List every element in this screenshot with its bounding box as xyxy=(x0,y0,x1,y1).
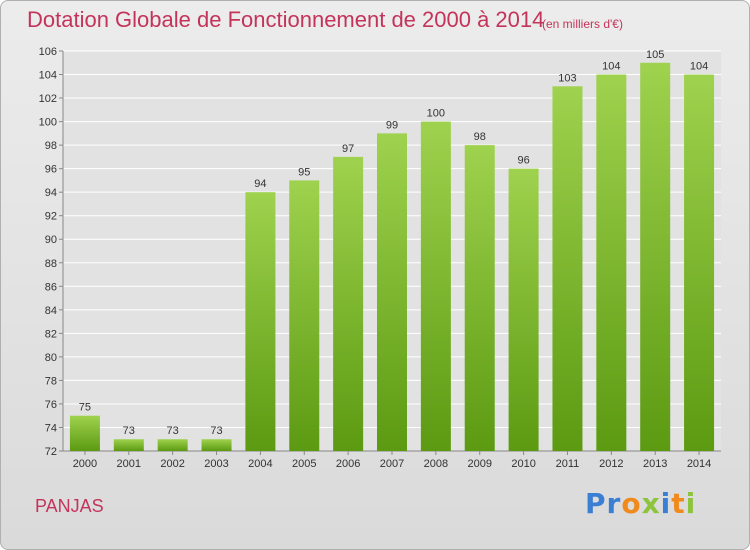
chart-unit-note: (en milliers d'€) xyxy=(542,17,623,31)
data-label-2007: 99 xyxy=(386,119,398,131)
x-tick-label-2011: 2011 xyxy=(556,458,580,470)
data-label-2013: 105 xyxy=(646,49,664,61)
data-label-2014: 104 xyxy=(690,61,708,73)
y-tick-label: 94 xyxy=(45,187,57,199)
bar-2006 xyxy=(333,156,364,451)
y-tick-label: 106 xyxy=(39,46,57,58)
bar-2004 xyxy=(245,192,276,452)
data-label-2012: 104 xyxy=(602,61,620,73)
data-label-2011: 103 xyxy=(558,72,576,84)
data-label-2003: 73 xyxy=(210,425,222,437)
y-tick-label: 80 xyxy=(45,352,57,364)
y-tick-label: 74 xyxy=(45,422,57,434)
bar-2010 xyxy=(508,168,539,451)
data-label-2002: 73 xyxy=(167,425,179,437)
plot-area: 72 74 76 78 80 82 84 86 88 90 92 94 96 98 100 102 104 106… xyxy=(39,46,721,470)
bar-2013 xyxy=(640,62,671,451)
bar-2003 xyxy=(201,439,232,451)
y-tick-label: 98 xyxy=(45,140,57,152)
bar-2002 xyxy=(157,439,188,451)
bar-2014 xyxy=(684,74,715,451)
x-tick-label-2002: 2002 xyxy=(160,458,184,470)
x-tick-label-2005: 2005 xyxy=(292,458,316,470)
x-tick-label-2009: 2009 xyxy=(467,458,491,470)
chart-title: Dotation Globale de Fonctionnement de 20… xyxy=(27,7,545,32)
data-label-2004: 94 xyxy=(254,178,266,190)
bar-2001 xyxy=(113,439,144,451)
bar-2005 xyxy=(289,180,320,452)
y-tick-label: 90 xyxy=(45,234,57,246)
data-label-2005: 95 xyxy=(298,166,310,178)
y-tick-label: 104 xyxy=(39,70,57,82)
y-tick-label: 88 xyxy=(45,258,57,270)
data-label-2008: 100 xyxy=(427,108,445,120)
y-tick-label: 102 xyxy=(39,93,57,105)
x-tick-label-2012: 2012 xyxy=(599,458,623,470)
y-tick-label: 92 xyxy=(45,211,57,223)
proxiti-logo: Proxiti xyxy=(585,487,697,520)
y-tick-label: 78 xyxy=(45,375,57,387)
y-tick-label: 72 xyxy=(45,446,57,458)
y-tick-label: 96 xyxy=(45,164,57,176)
y-tick-label: 82 xyxy=(45,328,57,340)
x-tick-label-2004: 2004 xyxy=(248,458,272,470)
bar-2011 xyxy=(552,86,583,451)
data-label-2000: 75 xyxy=(79,402,91,414)
bar-2009 xyxy=(464,145,495,451)
y-tick-label: 76 xyxy=(45,399,57,411)
y-tick-label: 100 xyxy=(39,117,57,129)
commune-name: PANJAS xyxy=(35,496,104,516)
x-tick-label-2007: 2007 xyxy=(380,458,404,470)
data-label-2010: 96 xyxy=(517,155,529,167)
bar-2007 xyxy=(377,133,407,451)
x-tick-label-2006: 2006 xyxy=(336,458,360,470)
x-tick-label-2000: 2000 xyxy=(73,458,97,470)
x-tick-label-2014: 2014 xyxy=(687,458,711,470)
bar-2000 xyxy=(69,415,100,451)
data-label-2001: 73 xyxy=(123,425,135,437)
x-tick-label-2010: 2010 xyxy=(511,458,535,470)
x-tick-label-2001: 2001 xyxy=(117,458,141,470)
bar-2012 xyxy=(596,74,627,451)
y-tick-label: 84 xyxy=(45,305,57,317)
y-tick-label: 86 xyxy=(45,281,57,293)
data-label-2006: 97 xyxy=(342,143,354,155)
x-tick-label-2003: 2003 xyxy=(204,458,228,470)
x-tick-label-2013: 2013 xyxy=(643,458,667,470)
bar-2008 xyxy=(420,121,451,452)
x-tick-label-2008: 2008 xyxy=(424,458,448,470)
data-label-2009: 98 xyxy=(474,131,486,143)
